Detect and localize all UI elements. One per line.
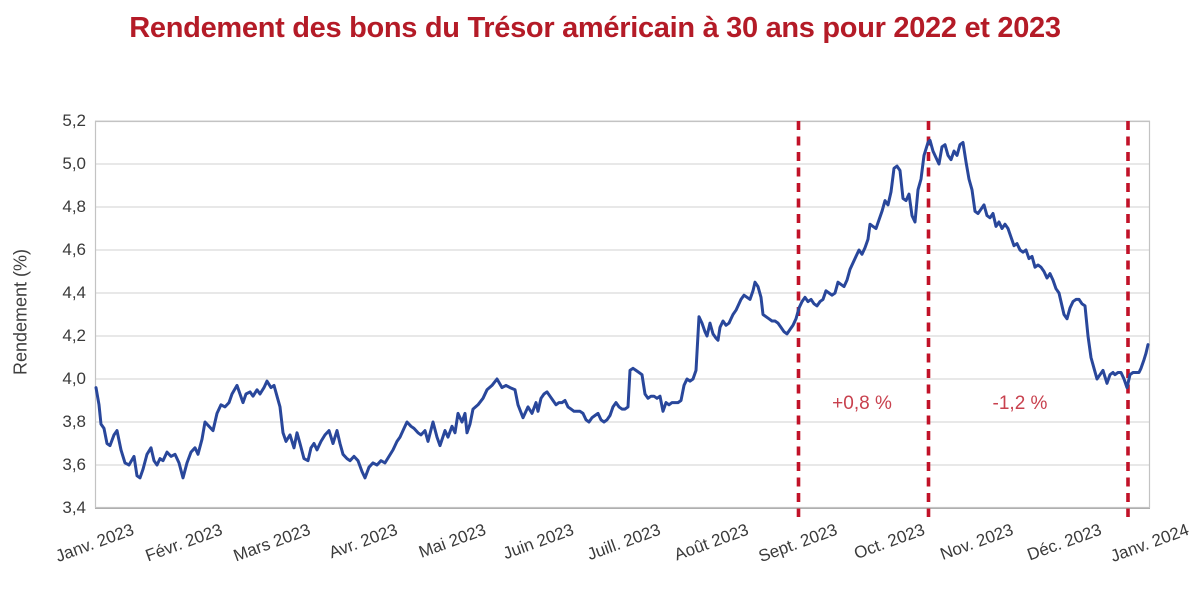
x-tick-label: Sept. 2023 [755,520,840,566]
y-axis-title: Rendement (%) [10,248,31,376]
x-tick-label: Févr. 2023 [142,520,225,566]
plot-area [94,120,1151,517]
x-tick-label: Janv. 2023 [53,520,137,566]
y-tick-label: 4,8 [62,197,86,216]
x-tick-label: Mai 2023 [416,520,489,562]
x-tick-label: Nov. 2023 [937,520,1016,564]
plot-border [94,120,1151,509]
x-tick-label: Juin 2023 [500,520,577,564]
annotation-plus-0-8-pct: +0,8 % [832,393,892,414]
yield-line-series [94,138,1150,480]
x-tick-label: Janv. 2024 [1108,520,1190,566]
y-tick-label: 5,0 [62,154,86,173]
gridlines-group [94,120,1151,509]
y-tick-label: 4,4 [62,283,86,302]
y-tick-label: 5,2 [62,111,86,130]
chart-title: Rendement des bons du Trésor américain à… [129,12,1061,44]
y-tick-label: 4,6 [62,240,86,259]
y-tick-label: 3,4 [62,498,86,517]
x-tick-label: Avr. 2023 [326,520,401,563]
y-tick-label: 4,2 [62,326,86,345]
y-tick-label: 3,8 [62,412,86,431]
x-tick-label: Août 2023 [672,520,752,565]
x-tick-label: Oct. 2023 [851,520,928,564]
x-tick-label: Juill. 2023 [585,520,664,565]
x-tick-label: Mars 2023 [230,520,313,566]
y-tick-label: 4,0 [62,369,86,388]
y-tick-label: 3,6 [62,455,86,474]
reference-vlines-group [796,121,1130,517]
x-tick-label: Déc. 2023 [1024,520,1104,565]
line-chart-plot [94,120,1151,517]
annotation-minus-1-2-pct: -1,2 % [992,393,1048,414]
